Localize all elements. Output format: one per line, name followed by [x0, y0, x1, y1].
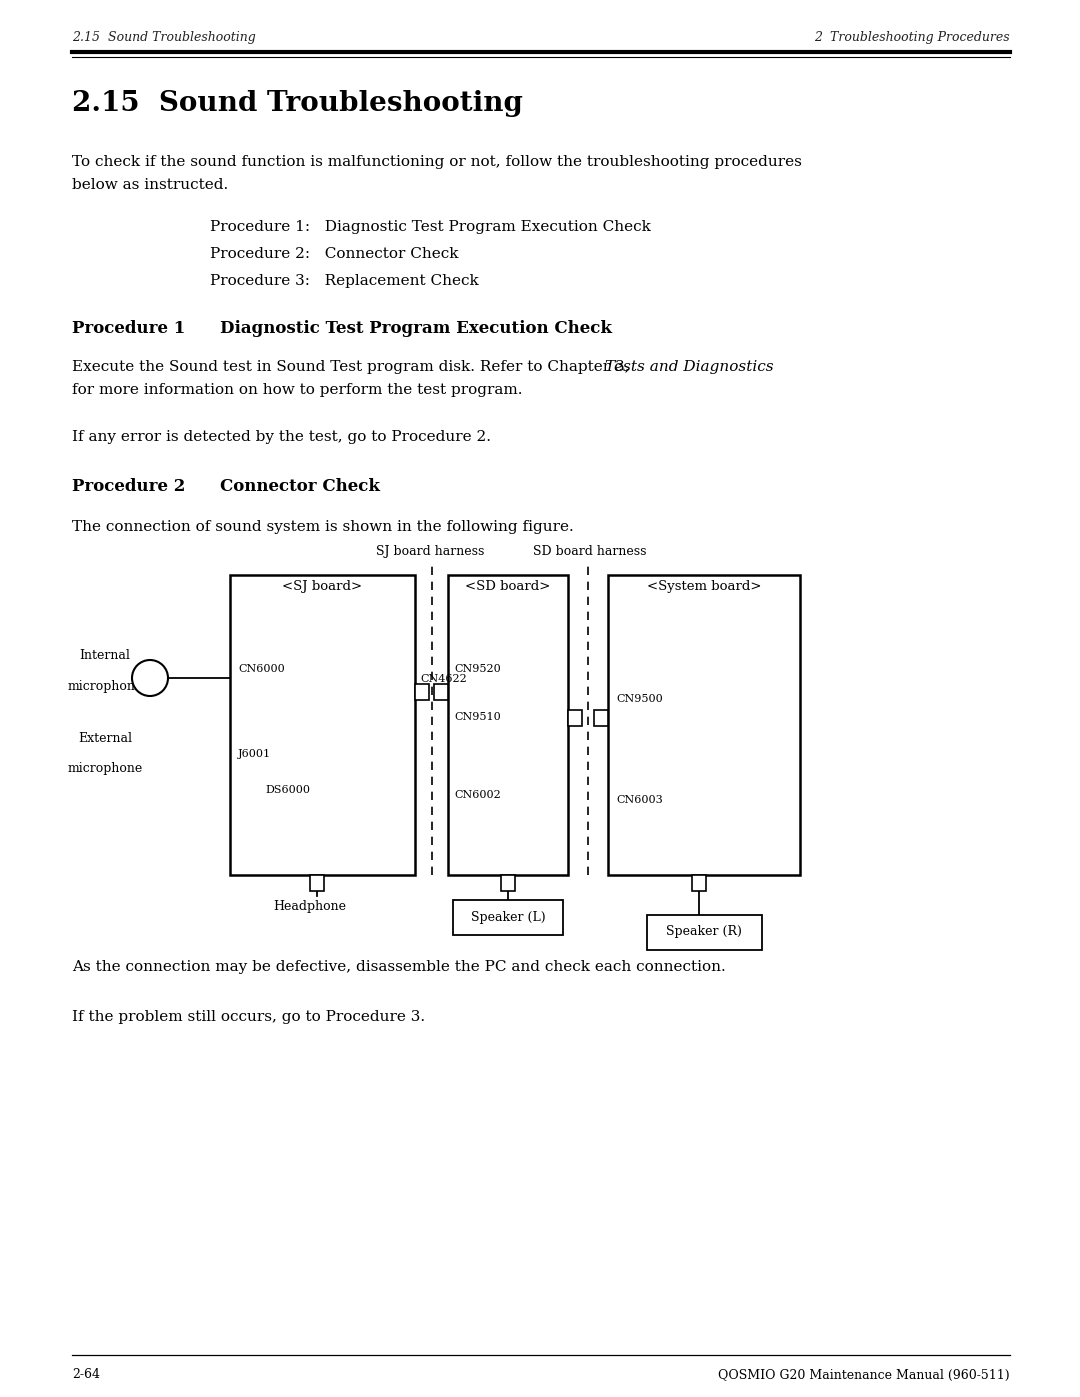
- Bar: [608, 576, 800, 875]
- Text: CN6002: CN6002: [454, 789, 501, 800]
- Text: 2-64: 2-64: [72, 1369, 100, 1382]
- Circle shape: [132, 659, 168, 696]
- Text: microphone: microphone: [67, 761, 143, 775]
- Text: If any error is detected by the test, go to Procedure 2.: If any error is detected by the test, go…: [72, 430, 491, 444]
- Bar: [310, 875, 324, 891]
- Text: Connector Check: Connector Check: [220, 478, 380, 495]
- Text: Procedure 2: Procedure 2: [72, 478, 186, 495]
- Bar: [568, 710, 582, 726]
- Text: CN9500: CN9500: [616, 694, 663, 704]
- Text: Tests and Diagnostics: Tests and Diagnostics: [605, 360, 773, 374]
- Text: Headphone: Headphone: [273, 900, 347, 914]
- Text: <SJ board>: <SJ board>: [283, 580, 363, 592]
- Text: J6001: J6001: [238, 749, 271, 759]
- Text: Procedure 2:   Connector Check: Procedure 2: Connector Check: [210, 247, 459, 261]
- Bar: [230, 576, 415, 875]
- Text: below as instructed.: below as instructed.: [72, 177, 228, 191]
- Text: <SD board>: <SD board>: [465, 580, 551, 592]
- Text: Speaker (L): Speaker (L): [471, 911, 545, 923]
- Bar: [453, 900, 563, 935]
- Text: CN9520: CN9520: [454, 664, 501, 673]
- Text: The connection of sound system is shown in the following figure.: The connection of sound system is shown …: [72, 520, 573, 534]
- Bar: [415, 685, 429, 700]
- Text: DS6000: DS6000: [265, 785, 310, 795]
- Bar: [594, 710, 608, 726]
- Text: QOSMIO G20 Maintenance Manual (960-511): QOSMIO G20 Maintenance Manual (960-511): [718, 1369, 1010, 1382]
- Text: CN6003: CN6003: [616, 795, 663, 805]
- Text: <System board>: <System board>: [647, 580, 761, 592]
- Text: To check if the sound function is malfunctioning or not, follow the troubleshoot: To check if the sound function is malfun…: [72, 155, 801, 169]
- Bar: [448, 576, 568, 875]
- Text: CN9510: CN9510: [454, 712, 501, 722]
- Text: 2  Troubleshooting Procedures: 2 Troubleshooting Procedures: [814, 32, 1010, 45]
- Text: 2.15  Sound Troubleshooting: 2.15 Sound Troubleshooting: [72, 32, 256, 45]
- Text: If the problem still occurs, go to Procedure 3.: If the problem still occurs, go to Proce…: [72, 1010, 426, 1024]
- Text: SJ board harness: SJ board harness: [376, 545, 484, 557]
- Text: Procedure 3:   Replacement Check: Procedure 3: Replacement Check: [210, 274, 478, 288]
- Text: Diagnostic Test Program Execution Check: Diagnostic Test Program Execution Check: [220, 320, 612, 337]
- Text: SD board harness: SD board harness: [534, 545, 647, 557]
- Text: 2.15  Sound Troubleshooting: 2.15 Sound Troubleshooting: [72, 89, 523, 117]
- Bar: [692, 875, 706, 891]
- Text: Procedure 1:   Diagnostic Test Program Execution Check: Procedure 1: Diagnostic Test Program Exe…: [210, 219, 651, 235]
- Text: Speaker (R): Speaker (R): [666, 925, 742, 939]
- Bar: [434, 685, 448, 700]
- Text: CN4622: CN4622: [420, 673, 467, 685]
- Text: Internal: Internal: [80, 650, 131, 662]
- Text: CN6000: CN6000: [238, 664, 285, 673]
- Text: As the connection may be defective, disassemble the PC and check each connection: As the connection may be defective, disa…: [72, 960, 726, 974]
- Text: Execute the Sound test in Sound Test program disk. Refer to Chapter 3,: Execute the Sound test in Sound Test pro…: [72, 360, 634, 374]
- Text: microphone: microphone: [67, 680, 143, 693]
- Bar: [647, 915, 762, 950]
- Text: External: External: [78, 732, 132, 745]
- Text: for more information on how to perform the test program.: for more information on how to perform t…: [72, 383, 523, 397]
- Text: Procedure 1: Procedure 1: [72, 320, 186, 337]
- Bar: [501, 875, 515, 891]
